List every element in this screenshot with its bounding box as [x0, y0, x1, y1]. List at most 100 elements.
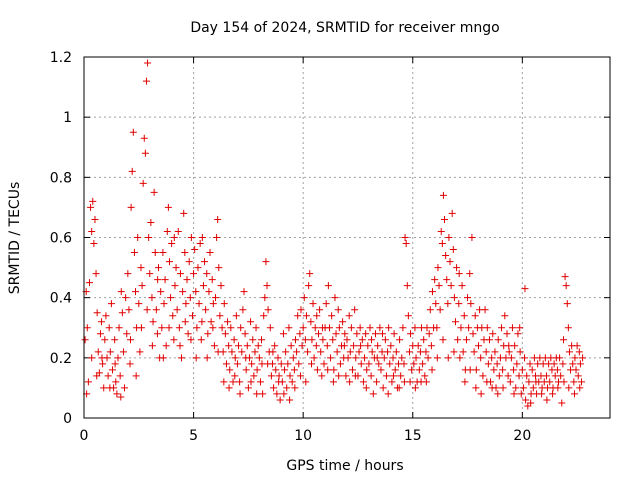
data-point: [93, 372, 101, 380]
data-point: [287, 342, 295, 350]
data-point: [93, 309, 101, 317]
data-point: [290, 366, 298, 374]
data-point: [574, 372, 582, 380]
data-point: [424, 354, 432, 362]
data-point: [167, 294, 175, 302]
data-point: [225, 384, 233, 392]
data-point: [129, 128, 137, 136]
data-point: [510, 366, 518, 374]
data-point: [461, 378, 469, 386]
data-point: [433, 354, 441, 362]
data-point: [106, 384, 114, 392]
data-point: [277, 360, 285, 368]
data-point: [231, 372, 239, 380]
data-point: [521, 354, 529, 362]
data-point: [247, 318, 255, 326]
y-axis-label: SRMTID / TECUs: [7, 182, 23, 295]
data-point: [150, 188, 158, 196]
data-point: [361, 354, 369, 362]
data-point: [425, 330, 433, 338]
data-point: [243, 342, 251, 350]
data-point: [346, 378, 354, 386]
data-point: [352, 354, 360, 362]
data-point: [124, 270, 132, 278]
data-point: [341, 330, 349, 338]
data-point: [295, 360, 303, 368]
data-point: [546, 378, 554, 386]
data-point: [529, 384, 537, 392]
data-point: [494, 390, 502, 398]
x-tick-label: 5: [189, 428, 198, 444]
data-point: [396, 336, 404, 344]
data-point: [329, 336, 337, 344]
data-point: [288, 378, 296, 386]
data-point: [291, 384, 299, 392]
data-point: [206, 249, 214, 257]
data-point: [490, 366, 498, 374]
data-point: [570, 390, 578, 398]
data-point: [379, 384, 387, 392]
data-point: [481, 306, 489, 314]
data-point: [447, 282, 455, 290]
data-point: [411, 384, 419, 392]
data-point: [255, 354, 263, 362]
data-point: [241, 330, 249, 338]
data-point: [576, 360, 584, 368]
data-point: [172, 264, 180, 272]
data-point: [267, 372, 275, 380]
data-point: [335, 372, 343, 380]
data-point: [242, 354, 250, 362]
data-point: [331, 294, 339, 302]
data-point: [325, 324, 333, 332]
data-point: [561, 273, 569, 281]
data-point: [283, 384, 291, 392]
data-point: [207, 318, 215, 326]
data-point: [229, 378, 237, 386]
data-point: [126, 336, 134, 344]
data-point: [564, 324, 572, 332]
data-point: [389, 354, 397, 362]
data-point: [186, 294, 194, 302]
data-point: [519, 384, 527, 392]
data-point: [203, 270, 211, 278]
data-point: [559, 360, 567, 368]
data-point: [181, 318, 189, 326]
data-point: [387, 342, 395, 350]
data-point: [444, 354, 452, 362]
data-point: [499, 384, 507, 392]
y-tick-label: 0.6: [50, 231, 72, 247]
data-point: [187, 234, 195, 241]
data-point: [100, 384, 108, 392]
data-point: [178, 354, 186, 362]
data-point: [164, 203, 172, 211]
data-point: [414, 342, 422, 350]
data-point: [482, 348, 490, 356]
data-point: [377, 366, 385, 374]
data-point: [505, 348, 513, 356]
data-point: [260, 312, 268, 320]
data-point: [428, 366, 436, 374]
data-point: [233, 360, 241, 368]
data-point: [488, 354, 496, 362]
data-point: [571, 354, 579, 362]
data-point: [391, 366, 399, 374]
data-point: [148, 294, 156, 302]
data-point: [532, 378, 540, 386]
data-point: [527, 399, 535, 407]
data-point: [562, 282, 570, 290]
data-point: [161, 276, 169, 284]
data-point: [285, 324, 293, 332]
data-point: [306, 270, 314, 278]
data-point: [271, 342, 279, 350]
data-point: [491, 348, 499, 356]
data-point: [274, 354, 282, 362]
data-point: [467, 300, 475, 308]
data-point: [152, 306, 160, 314]
data-point: [249, 336, 257, 344]
data-point: [262, 258, 270, 266]
data-point: [451, 318, 459, 326]
data-point: [389, 372, 397, 380]
data-point: [477, 390, 485, 398]
data-point: [235, 342, 243, 350]
data-point: [127, 203, 135, 211]
